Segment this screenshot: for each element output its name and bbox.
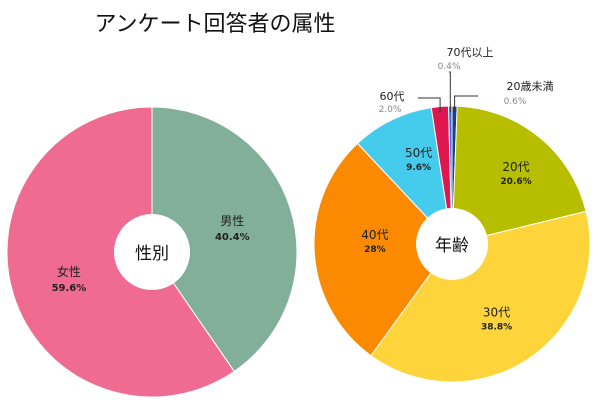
slice-value-label: 9.6% <box>406 163 431 173</box>
slice-label: 40代 <box>361 228 388 242</box>
slice-value-label: 59.6% <box>52 283 87 294</box>
pie-slice-age-1 <box>451 105 587 245</box>
pie-slice-age-2 <box>370 210 591 383</box>
slice-label: 30代 <box>483 305 510 319</box>
pie-center-label: 性別 <box>135 244 169 264</box>
slice-label: 男性 <box>220 214 244 228</box>
slice-value-label: 40.4% <box>215 232 250 243</box>
slice-label: 70代以上 <box>447 46 494 59</box>
leader-line <box>449 71 451 112</box>
pie-slice-age-3 <box>313 142 453 357</box>
slice-label: 女性 <box>57 264 81 279</box>
slice-value-label: 38.8% <box>481 322 512 332</box>
pie-center-hole <box>114 214 190 290</box>
pie-center-hole <box>416 208 488 280</box>
pie-slice-age-4 <box>356 107 453 246</box>
slice-value-label: 2.0% <box>379 105 402 115</box>
leader-line <box>418 97 441 113</box>
leader-line <box>454 95 478 112</box>
slice-label: 60代 <box>380 90 405 103</box>
pie-center-label: 年齢 <box>435 236 469 256</box>
pie-slice-gender-0 <box>151 106 298 373</box>
slice-label: 50代 <box>405 146 432 160</box>
slice-label: 20歳未満 <box>507 80 554 93</box>
slice-value-label: 0.6% <box>504 97 527 107</box>
slice-value-label: 20.6% <box>500 177 531 187</box>
chart-title: アンケート回答者の属性 <box>94 12 336 37</box>
slice-value-label: 28% <box>364 245 386 255</box>
slice-label: 20代 <box>502 160 529 174</box>
slice-value-label: 0.4% <box>438 62 461 72</box>
